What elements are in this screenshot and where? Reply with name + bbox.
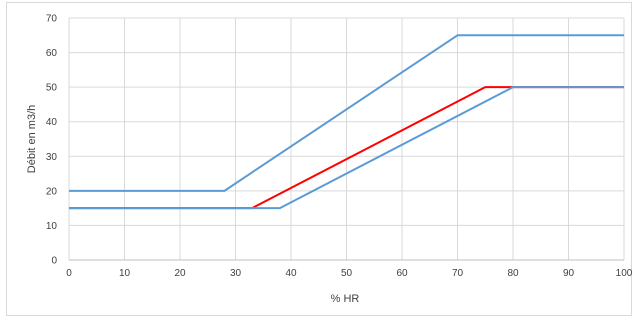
x-tick-label: 90	[563, 268, 575, 279]
axes	[68, 18, 624, 261]
y-tick-label: 60	[46, 48, 58, 59]
chart-frame	[6, 2, 632, 316]
series-group	[69, 34, 624, 210]
x-axis-title: % HR	[331, 293, 360, 305]
x-tick-label: 60	[396, 268, 408, 279]
x-tick-label: 100	[616, 268, 633, 279]
x-tick-label: 40	[285, 268, 297, 279]
y-tick-label: 10	[46, 221, 58, 232]
y-axis-title: Débit en m3/h	[26, 105, 38, 173]
gridlines	[69, 17, 625, 260]
tick-labels: 0 10 20 30 40 50 60 70 80 90 100 0 10 20 30 40 50 60 70	[46, 14, 633, 280]
y-tick-label: 40	[46, 117, 58, 128]
x-tick-label: 20	[174, 268, 186, 279]
y-tick-label: 0	[51, 256, 57, 267]
y-tick-label: 70	[46, 14, 58, 25]
x-tick-label: 50	[341, 268, 353, 279]
y-tick-label: 50	[46, 83, 58, 94]
x-tick-label: 70	[452, 268, 464, 279]
x-tick-label: 0	[66, 268, 72, 279]
series-line-3	[69, 86, 624, 210]
y-tick-label: 20	[46, 186, 58, 197]
x-tick-label: 30	[230, 268, 242, 279]
y-tick-label: 30	[46, 152, 58, 163]
series-line-1	[69, 34, 624, 192]
x-tick-label: 10	[119, 268, 131, 279]
x-tick-label: 80	[507, 268, 519, 279]
